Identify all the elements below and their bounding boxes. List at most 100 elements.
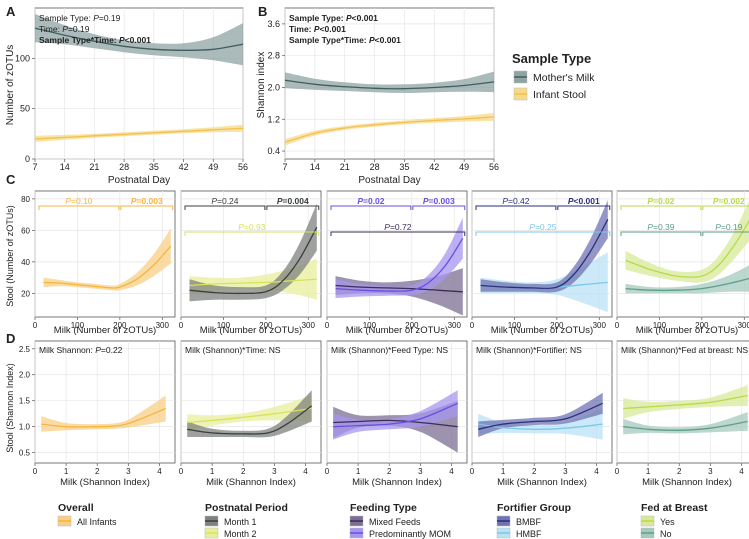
- x-tick-label: 2: [241, 467, 246, 476]
- significance-bracket: P=0.003: [120, 196, 174, 210]
- row-c-xlabel: Milk (Number of zOTUs): [54, 325, 156, 336]
- y-tick-label: 1.0: [19, 423, 31, 432]
- x-tick-label: 0: [325, 467, 330, 476]
- series-line-bmbf: [478, 402, 603, 430]
- panel-D1: 0 1 2 3 4 0.5 1.0 1.5 2.0 2.5: [19, 340, 176, 476]
- significance-bracket: P=0.19: [702, 222, 749, 236]
- x-tick-label: 4: [739, 467, 744, 476]
- row-c-xlabel: Milk (Number of zOTUs): [491, 325, 593, 336]
- row-d-ylabel: Stool (Shannon Index): [5, 363, 15, 453]
- x-tick-label: 0: [325, 321, 330, 330]
- bracket-line: [557, 205, 611, 210]
- panel-a-xlabel: Postnatal Day: [108, 175, 170, 186]
- ci-band-yes: [625, 200, 749, 283]
- bracket-p-value: P=0.19: [715, 222, 742, 232]
- x-tick-label: 56: [489, 162, 499, 172]
- x-tick-label: 42: [429, 162, 439, 172]
- panel-letter-c: C: [6, 172, 16, 187]
- y-tick-label: 1.2: [267, 114, 280, 124]
- row-d-xlabel: Milk (Shannon Index): [497, 477, 587, 488]
- x-tick-label: 4: [449, 467, 454, 476]
- x-tick-label: 2: [387, 467, 392, 476]
- x-tick-label: 300: [738, 321, 749, 330]
- panel-D3: 0 1 2 3 4: [325, 340, 468, 476]
- bracket-p-value: P=0.002: [713, 196, 745, 206]
- x-tick-label: 200: [259, 321, 273, 330]
- y-tick-label: 2.0: [267, 82, 280, 92]
- bracket-p-value: P=0.25: [529, 222, 556, 232]
- bracket-line: [184, 231, 320, 236]
- row-c-xlabel: Milk (Number of zOTUs): [636, 325, 738, 336]
- x-tick-label: 3: [272, 467, 277, 476]
- legend-postnatal-period: Postnatal Period Month 1 Month 2: [204, 502, 288, 539]
- row-d-xlabel: Milk (Shannon Index): [642, 477, 732, 488]
- significance-bracket: P=0.004: [266, 196, 320, 210]
- ci-band-all_infants: [43, 228, 171, 291]
- bracket-p-value: P=0.24: [211, 196, 238, 206]
- x-tick-label: 100: [653, 321, 667, 330]
- row-d-xlabel: Milk (Shannon Index): [60, 477, 150, 488]
- bracket-line: [475, 205, 557, 210]
- series-line-bmbf: [480, 218, 609, 289]
- y-tick-label: 80: [21, 195, 30, 204]
- row-d-xlabel: Milk (Shannon Index): [206, 477, 296, 488]
- bracket-p-value: P=0.004: [277, 196, 309, 206]
- x-tick-label: 100: [217, 321, 231, 330]
- bracket-line: [38, 205, 120, 210]
- legend-label: Month 1: [224, 517, 257, 527]
- x-tick-label: 7: [32, 162, 37, 172]
- panel-b-stat: Sample Type*Time: P<0.001: [289, 35, 401, 45]
- x-tick-label: 200: [405, 321, 419, 330]
- bracket-line: [475, 231, 611, 236]
- panel-D5: 0 1 2 3 4: [615, 340, 749, 476]
- ci-band-month2: [187, 395, 312, 431]
- significance-bracket: P=0.10: [38, 196, 120, 210]
- legend-title: Fortifier Group: [497, 502, 571, 514]
- y-tick-label: 100: [15, 53, 30, 63]
- x-tick-label: 3: [563, 467, 568, 476]
- series-line-yes: [623, 394, 748, 410]
- ci-band-hmbf: [480, 252, 608, 313]
- series-line-hmbf: [478, 423, 603, 430]
- row-d-panel-title: Milk Shannon: P=0.22: [39, 345, 123, 355]
- series-line-month1: [187, 405, 313, 435]
- bracket-p-value: P<0.001: [568, 196, 600, 206]
- significance-bracket: P=0.02: [620, 196, 702, 210]
- y-tick-label: 2.0: [19, 371, 31, 380]
- legend-title: Fed at Breast: [641, 502, 708, 514]
- legend-label: No: [660, 529, 672, 539]
- significance-bracket: P=0.02: [330, 196, 412, 210]
- x-tick-label: 56: [238, 162, 248, 172]
- series-line-month1: [189, 226, 318, 295]
- x-tick-label: 35: [149, 162, 159, 172]
- series-line-infant_stool: [284, 116, 495, 143]
- x-tick-label: 4: [303, 467, 308, 476]
- bracket-p-value: P=0.93: [238, 222, 265, 232]
- significance-bracket: P=0.72: [330, 222, 466, 236]
- x-tick-label: 0: [179, 321, 184, 330]
- significance-bracket: P=0.003: [412, 196, 466, 210]
- row-d-panel-title: Milk (Shannon)*Time: NS: [185, 345, 281, 355]
- x-tick-label: 7: [282, 162, 287, 172]
- x-tick-label: 2: [677, 467, 682, 476]
- panel-C3: 0 100 200 300: [325, 190, 468, 330]
- plot-frame: [34, 340, 176, 464]
- y-tick-label: 2.5: [19, 345, 31, 354]
- series-line-no: [625, 277, 749, 292]
- bracket-p-value: P=0.003: [131, 196, 163, 206]
- significance-bracket: P=0.93: [184, 222, 320, 236]
- legend-fortifier-group: Fortifier Group BMBF HMBF: [496, 502, 571, 539]
- x-tick-label: 21: [340, 162, 350, 172]
- ci-band-predominantly_mom: [333, 390, 458, 440]
- x-tick-label: 35: [399, 162, 409, 172]
- x-tick-label: 1: [210, 467, 215, 476]
- panel-a-stat: Time: P=0.19: [39, 24, 90, 34]
- panel-D2: 0 1 2 3 4: [179, 340, 322, 476]
- bracket-line: [266, 205, 320, 210]
- ci-band-hmbf: [478, 408, 603, 440]
- y-tick-label: 1.5: [19, 397, 31, 406]
- bracket-p-value: P=0.02: [357, 196, 384, 206]
- significance-bracket: P<0.001: [557, 196, 611, 210]
- legend-title: Sample Type: [512, 51, 591, 66]
- panel-letter-b: B: [258, 4, 267, 19]
